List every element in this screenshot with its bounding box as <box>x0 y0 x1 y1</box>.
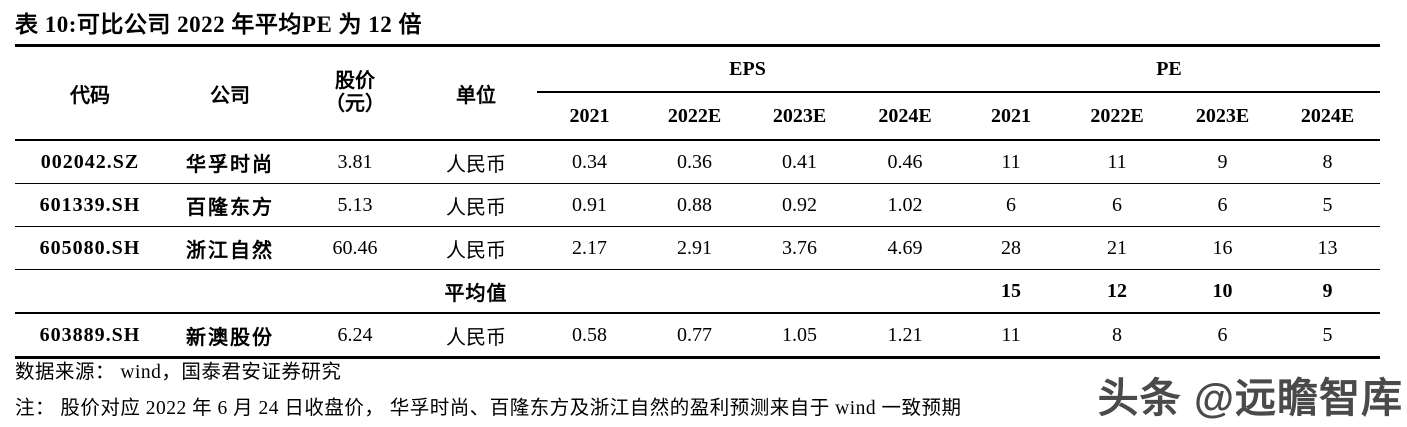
eps-value <box>642 269 747 314</box>
table-row: 601339.SH 百隆东方 5.13 人民币 0.91 0.88 0.92 1… <box>15 183 1380 227</box>
eps-value <box>747 269 852 314</box>
stock-code: 605080.SH <box>15 226 165 270</box>
group-header-row: 代码 公司 股价 （元） 单位 EPS PE <box>15 45 1380 141</box>
eps-value: 0.88 <box>642 183 747 227</box>
pe-value: 6 <box>1170 313 1275 359</box>
col-header-code: 代码 <box>15 45 165 141</box>
stock-code <box>15 269 165 314</box>
col-header-company: 公司 <box>165 45 295 141</box>
currency-unit: 人民币 <box>415 140 537 184</box>
eps-value: 0.36 <box>642 140 747 184</box>
pe-value: 8 <box>1275 140 1380 184</box>
eps-value: 0.92 <box>747 183 852 227</box>
table-row: 002042.SZ 华孚时尚 3.81 人民币 0.34 0.36 0.41 0… <box>15 140 1380 184</box>
stock-price: 60.46 <box>295 226 415 270</box>
pe-value: 11 <box>958 140 1064 184</box>
stock-code: 603889.SH <box>15 313 165 359</box>
pe-value: 28 <box>958 226 1064 270</box>
comparable-companies-table: 代码 公司 股价 （元） 单位 EPS PE 2021 2022E 2023E … <box>15 44 1380 359</box>
pe-year-header: 2023E <box>1170 92 1275 141</box>
stock-code: 601339.SH <box>15 183 165 227</box>
stock-code: 002042.SZ <box>15 140 165 184</box>
col-header-price: 股价 （元） <box>295 45 415 141</box>
pe-year-header: 2024E <box>1275 92 1380 141</box>
stock-price: 3.81 <box>295 140 415 184</box>
pe-value: 6 <box>1064 183 1170 227</box>
eps-value: 2.17 <box>537 226 642 270</box>
pe-value: 9 <box>1170 140 1275 184</box>
col-header-unit: 单位 <box>415 45 537 141</box>
price-header-line2: （元） <box>325 93 385 115</box>
pe-year-header: 2021 <box>958 92 1064 141</box>
price-header-line1: 股价 <box>335 70 375 92</box>
pe-value: 6 <box>958 183 1064 227</box>
company-name: 新澳股份 <box>165 313 295 359</box>
data-source-line: 数据来源： wind，国泰君安证券研究 <box>15 362 342 383</box>
eps-value: 0.58 <box>537 313 642 359</box>
company-name: 百隆东方 <box>165 183 295 227</box>
eps-value: 0.77 <box>642 313 747 359</box>
group-header-eps: EPS <box>537 45 958 93</box>
eps-year-header: 2023E <box>747 92 852 141</box>
watermark: 头条 @远瞻智库 <box>1097 375 1403 421</box>
eps-year-header: 2024E <box>852 92 958 141</box>
pe-value: 21 <box>1064 226 1170 270</box>
pe-value: 11 <box>958 313 1064 359</box>
eps-value: 4.69 <box>852 226 958 270</box>
currency-unit: 人民币 <box>415 183 537 227</box>
pe-average-value: 9 <box>1275 269 1380 314</box>
stock-price: 5.13 <box>295 183 415 227</box>
pe-value: 6 <box>1170 183 1275 227</box>
year-header-row: 2021 2022E 2023E 2024E 2021 2022E 2023E … <box>15 92 1380 141</box>
stock-price: 6.24 <box>295 313 415 359</box>
pe-average-value: 12 <box>1064 269 1170 314</box>
pe-value: 13 <box>1275 226 1380 270</box>
eps-year-header: 2022E <box>642 92 747 141</box>
table-row: 605080.SH 浙江自然 60.46 人民币 2.17 2.91 3.76 … <box>15 226 1380 270</box>
currency-unit: 人民币 <box>415 313 537 359</box>
pe-value: 8 <box>1064 313 1170 359</box>
eps-value: 0.91 <box>537 183 642 227</box>
note-line: 注： 股价对应 2022 年 6 月 24 日收盘价， 华孚时尚、百隆东方及浙江… <box>15 398 962 419</box>
company-name <box>165 269 295 314</box>
table-title: 表 10:可比公司 2022 年平均PE 为 12 倍 <box>15 12 423 37</box>
company-name: 浙江自然 <box>165 226 295 270</box>
pe-value: 11 <box>1064 140 1170 184</box>
eps-year-header: 2021 <box>537 92 642 141</box>
pe-average-value: 10 <box>1170 269 1275 314</box>
eps-value: 2.91 <box>642 226 747 270</box>
pe-value: 5 <box>1275 313 1380 359</box>
eps-value <box>537 269 642 314</box>
stock-price <box>295 269 415 314</box>
eps-value: 0.34 <box>537 140 642 184</box>
eps-value: 0.41 <box>747 140 852 184</box>
eps-value: 1.21 <box>852 313 958 359</box>
eps-value <box>852 269 958 314</box>
average-label: 平均值 <box>415 269 537 314</box>
eps-value: 3.76 <box>747 226 852 270</box>
currency-unit: 人民币 <box>415 226 537 270</box>
company-name: 华孚时尚 <box>165 140 295 184</box>
eps-value: 1.02 <box>852 183 958 227</box>
pe-year-header: 2022E <box>1064 92 1170 141</box>
average-row: 平均值 15 12 10 9 <box>15 269 1380 314</box>
eps-value: 1.05 <box>747 313 852 359</box>
eps-value: 0.46 <box>852 140 958 184</box>
pe-value: 5 <box>1275 183 1380 227</box>
group-header-pe: PE <box>958 45 1380 93</box>
table-row: 603889.SH 新澳股份 6.24 人民币 0.58 0.77 1.05 1… <box>15 313 1380 359</box>
pe-value: 16 <box>1170 226 1275 270</box>
pe-average-value: 15 <box>958 269 1064 314</box>
